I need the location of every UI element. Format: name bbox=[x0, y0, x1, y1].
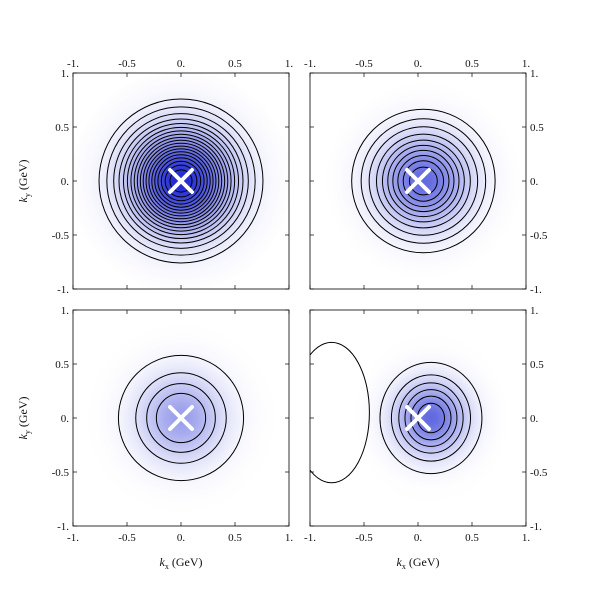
y-tick-label: 0. bbox=[530, 413, 539, 425]
contour-line bbox=[133, 133, 229, 229]
contour-line bbox=[117, 354, 245, 482]
contour-line bbox=[402, 160, 445, 202]
panel-bottom-left: -1.-1. -0.5 -0.5 0. 0. 0.5 0.5 1. 1. ky (GeV) kx (… bbox=[16, 305, 293, 571]
contour-line bbox=[155, 392, 207, 444]
contour-line bbox=[397, 154, 450, 208]
x-axis-label: kx (GeV) bbox=[397, 555, 440, 571]
x-tick-label: -1. bbox=[304, 58, 316, 70]
y-axis-label: ky (GeV) bbox=[16, 397, 32, 440]
peak-marker-icon bbox=[168, 405, 194, 431]
contour-line bbox=[145, 145, 217, 217]
x-tick-label: 0.5 bbox=[465, 58, 479, 70]
y-tick-label: -1. bbox=[530, 284, 542, 296]
y-tick-label: 0.5 bbox=[530, 122, 544, 134]
contour-line bbox=[392, 149, 455, 213]
y-tick-label: 0. bbox=[530, 176, 539, 188]
contour-line bbox=[164, 164, 198, 198]
y-tick-label: -0.5 bbox=[52, 467, 70, 479]
contour-line bbox=[122, 122, 240, 240]
x-tick-label: 0. bbox=[414, 532, 423, 544]
contour-line bbox=[379, 361, 483, 475]
x-tick-label: 1. bbox=[522, 532, 531, 544]
x-tick-label: 1. bbox=[522, 58, 531, 70]
contour-line bbox=[160, 160, 202, 202]
y-tick-label: 0.5 bbox=[530, 359, 544, 371]
contour-line bbox=[142, 142, 220, 220]
panel-bottom-right: -1. -1. -0.5 -0.5 0. 0. 0.5 0.5 1. 1. kx (GeV) bbox=[304, 305, 548, 571]
x-tick-label: 1. bbox=[285, 58, 294, 70]
contour-line bbox=[148, 148, 214, 214]
contour-line bbox=[136, 136, 226, 226]
secondary-contour-line bbox=[310, 341, 370, 484]
contour-line bbox=[368, 126, 479, 236]
contour-line bbox=[360, 118, 487, 244]
x-tick-label: -0.5 bbox=[118, 532, 136, 544]
y-tick-label: -0.5 bbox=[52, 230, 70, 242]
x-tick-label: 0. bbox=[177, 58, 186, 70]
x-tick-label: 0.5 bbox=[228, 532, 242, 544]
panel-top-right: -1. -1. -0.5 -0.5 0. 0. 0.5 0.5 1.1. bbox=[304, 58, 548, 296]
contour-line bbox=[135, 372, 227, 464]
y-tick-label: 0.5 bbox=[55, 122, 69, 134]
y-tick-label: 1. bbox=[530, 305, 539, 317]
contour-line bbox=[381, 139, 465, 223]
x-tick-label: 1. bbox=[285, 532, 294, 544]
y-tick-label: -1. bbox=[530, 521, 542, 533]
contour-line bbox=[387, 144, 460, 218]
contour-line bbox=[390, 374, 472, 462]
y-tick-label: -1. bbox=[57, 284, 69, 296]
y-tick-label: 0. bbox=[61, 413, 70, 425]
contour-line bbox=[106, 106, 256, 256]
x-tick-label: -0.5 bbox=[355, 58, 373, 70]
x-tick-label: 0. bbox=[177, 532, 186, 544]
y-tick-label: 1. bbox=[61, 305, 70, 317]
x-tick-label: 0.5 bbox=[228, 58, 242, 70]
peak-marker-icon bbox=[168, 168, 194, 194]
contour-line bbox=[375, 133, 471, 229]
x-tick-label: 0.5 bbox=[465, 532, 479, 544]
x-tick-label: -1. bbox=[304, 532, 316, 544]
x-tick-label: -1. bbox=[67, 58, 79, 70]
contour-line bbox=[398, 382, 464, 454]
y-tick-label: 1. bbox=[61, 68, 70, 80]
contour-line bbox=[157, 157, 205, 205]
peak-marker-icon bbox=[405, 405, 431, 431]
y-tick-label: -0.5 bbox=[530, 467, 548, 479]
y-axis-label: ky (GeV) bbox=[16, 160, 32, 203]
panel-top-left: -1. -1. -0.5 -0.5 0. 0. 0.5 0.5 1. 1. ky (GeV) bbox=[16, 58, 293, 296]
density-shading bbox=[326, 84, 521, 278]
y-tick-label: -1. bbox=[57, 521, 69, 533]
contour-line bbox=[126, 126, 236, 236]
contour-line bbox=[410, 395, 452, 441]
contour-line bbox=[351, 108, 496, 254]
x-tick-label: -1. bbox=[67, 532, 79, 544]
x-tick-label: 0. bbox=[414, 58, 423, 70]
contour-line bbox=[118, 118, 244, 244]
contour-line bbox=[130, 130, 232, 232]
x-axis-label: kx (GeV) bbox=[160, 555, 203, 571]
density-shading bbox=[354, 335, 507, 501]
contour-line bbox=[113, 113, 249, 249]
contour-line bbox=[98, 98, 264, 264]
y-tick-label: -0.5 bbox=[530, 230, 548, 242]
x-tick-label: -0.5 bbox=[355, 532, 373, 544]
contour-line bbox=[154, 154, 208, 208]
contour-line bbox=[139, 139, 223, 223]
contour-line bbox=[409, 166, 438, 196]
contour-line bbox=[404, 389, 458, 447]
y-tick-label: 1. bbox=[530, 68, 539, 80]
contour-line bbox=[151, 151, 211, 211]
y-tick-label: 0. bbox=[61, 176, 70, 188]
peak-marker-icon bbox=[405, 168, 431, 194]
contour-line bbox=[146, 383, 216, 453]
y-tick-label: 0.5 bbox=[55, 359, 69, 371]
contour-line bbox=[169, 169, 193, 193]
x-tick-label: -0.5 bbox=[118, 58, 136, 70]
